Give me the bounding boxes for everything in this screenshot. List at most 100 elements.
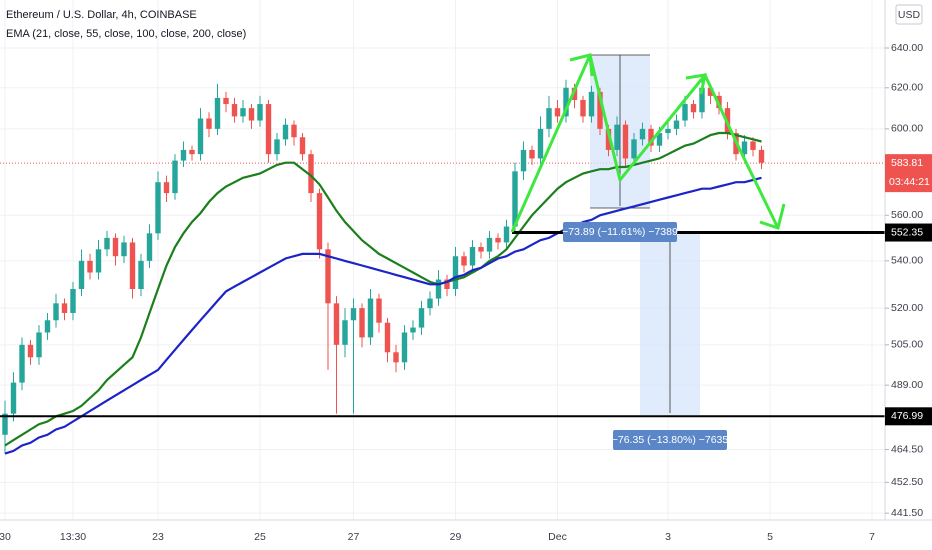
candle-body xyxy=(495,237,501,243)
y-tick-label: 520.00 xyxy=(891,302,923,314)
currency-label[interactable]: USD xyxy=(898,9,921,21)
candle-body xyxy=(750,141,756,150)
candle-body xyxy=(554,108,561,117)
candle-body xyxy=(758,149,765,163)
candle-body xyxy=(435,279,442,299)
candle-body xyxy=(639,128,646,140)
countdown-label: 03:44:21 xyxy=(889,176,930,188)
candle-body xyxy=(146,233,153,261)
candle-body xyxy=(10,382,17,414)
chart-title: Ethereum / U.S. Dollar, 4h, COINBASE xyxy=(6,9,197,21)
candle-body xyxy=(478,247,484,252)
arrow-head xyxy=(759,203,786,230)
x-tick-label: Dec xyxy=(548,531,567,543)
candle-body xyxy=(648,128,654,146)
candle-body xyxy=(172,160,178,194)
candle-body xyxy=(2,413,8,435)
candle-body xyxy=(503,226,510,243)
level-label: 552.35 xyxy=(891,226,923,238)
level-tag xyxy=(885,223,932,242)
candle-body xyxy=(316,193,323,250)
candle-body xyxy=(393,352,399,363)
candle-body xyxy=(580,99,586,117)
candle-body xyxy=(70,289,76,313)
x-tick-label: 30 xyxy=(0,531,11,543)
candle-body xyxy=(282,124,289,140)
candle-body xyxy=(452,256,459,290)
candle-body xyxy=(333,303,340,345)
measure-label: −73.89 (−11.61%) −7389 xyxy=(562,226,678,238)
candle-body xyxy=(342,320,348,345)
candle-body xyxy=(418,308,425,328)
candle-body xyxy=(308,154,314,194)
candle-body xyxy=(384,322,391,353)
candle-body xyxy=(690,104,697,113)
candle-body xyxy=(155,182,161,234)
candle-body xyxy=(248,108,255,121)
candle-body xyxy=(274,139,280,155)
level-label: 476.99 xyxy=(891,410,923,422)
candle-body xyxy=(699,87,705,113)
arrow-head xyxy=(685,73,707,95)
y-tick-label: 505.00 xyxy=(891,339,923,351)
candle-body xyxy=(206,118,212,129)
candle-body xyxy=(61,303,68,313)
x-tick-label: 25 xyxy=(254,531,266,543)
candle-body xyxy=(529,149,535,159)
x-tick-label: 29 xyxy=(450,531,462,543)
candle-body xyxy=(53,303,59,321)
measure-label: −76.35 (−13.80%) −7635 xyxy=(612,434,729,446)
candle-body xyxy=(78,260,85,290)
candle-body xyxy=(19,344,25,383)
candle-body xyxy=(87,260,93,273)
candle-body xyxy=(27,344,34,358)
candle-body xyxy=(325,249,331,304)
y-tick-label: 489.00 xyxy=(891,379,923,391)
candle-body xyxy=(427,298,433,309)
measure-label-box xyxy=(563,222,677,242)
y-tick-label: 441.50 xyxy=(891,507,923,519)
y-tick-label: 620.00 xyxy=(891,82,923,94)
candle-body xyxy=(673,120,680,129)
candle-body xyxy=(291,124,297,138)
candle-body xyxy=(656,133,663,146)
candle-body xyxy=(350,308,357,321)
candle-body xyxy=(682,104,688,121)
candle-body xyxy=(537,128,544,159)
x-tick-label: 7 xyxy=(869,531,875,543)
candle-body xyxy=(112,237,119,257)
candle-body xyxy=(189,149,195,155)
ema-line xyxy=(4,131,762,447)
candle-body xyxy=(622,124,629,159)
level-tag xyxy=(885,407,932,426)
candle-body xyxy=(486,237,493,252)
candle-body xyxy=(231,104,238,117)
candle-body xyxy=(605,128,612,150)
candle-body xyxy=(614,124,620,150)
candle-body xyxy=(121,242,127,257)
candle-body xyxy=(163,182,170,194)
candle-body xyxy=(257,104,263,121)
candle-body xyxy=(512,171,518,227)
ema-line xyxy=(4,176,762,455)
y-tick-label: 452.50 xyxy=(891,476,923,488)
x-tick-label: 5 xyxy=(767,531,773,543)
candle-body xyxy=(469,247,476,266)
x-tick-label: 3 xyxy=(665,531,671,543)
candle-body xyxy=(299,137,306,155)
y-tick-label: 540.00 xyxy=(891,255,923,267)
y-tick-label: 464.50 xyxy=(891,443,923,455)
candle-body xyxy=(214,97,221,129)
candle-body xyxy=(588,91,595,117)
last-price-tag xyxy=(885,154,932,193)
candle-body xyxy=(707,87,714,96)
candle-body xyxy=(444,279,450,290)
currency-button[interactable] xyxy=(895,4,923,25)
y-tick-label: 640.00 xyxy=(891,42,923,54)
candle-body xyxy=(410,327,416,333)
x-tick-label: 27 xyxy=(348,531,360,543)
candle-body xyxy=(95,249,102,273)
candle-body xyxy=(129,242,136,290)
candle-body xyxy=(401,332,408,363)
